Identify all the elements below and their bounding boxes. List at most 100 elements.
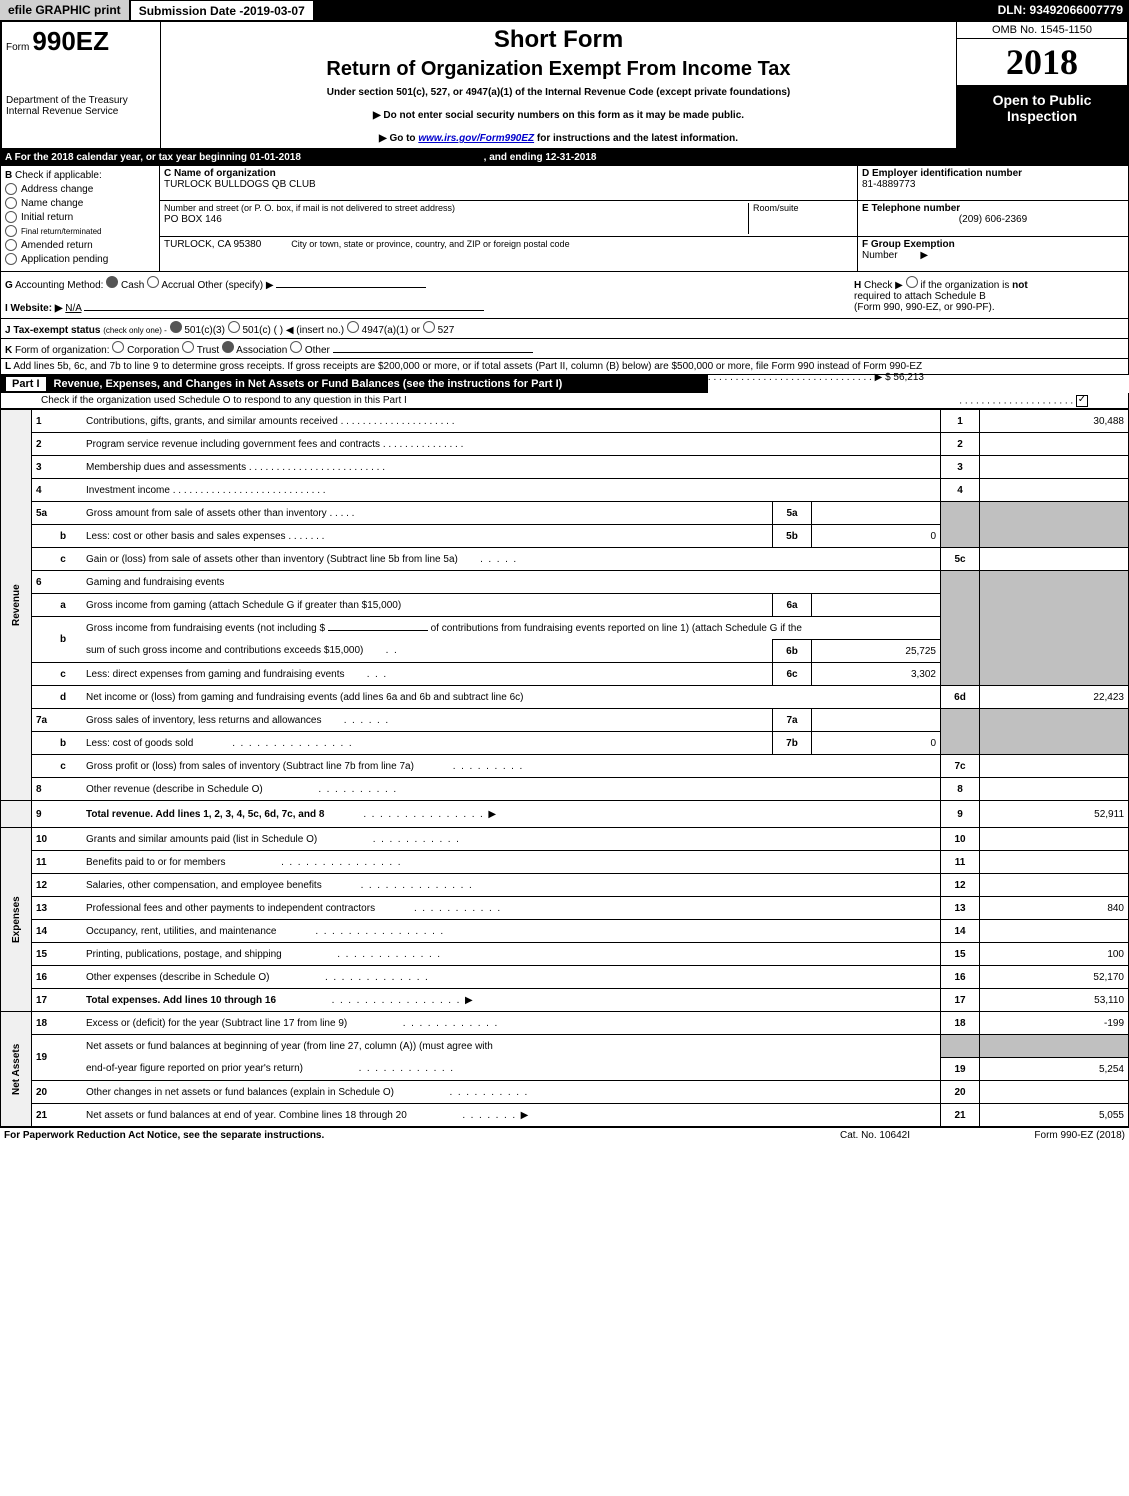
part1-sched-o: Check if the organization used Schedule …: [0, 393, 1129, 409]
l5ab-shaded-val: [980, 502, 1129, 548]
top-bar: efile GRAPHIC print Submission Date - 20…: [0, 0, 1129, 20]
l20-desc: Other changes in net assets or fund bala…: [82, 1081, 941, 1104]
l21-num: 21: [32, 1104, 83, 1127]
submission-date-label: Submission Date -: [139, 4, 244, 18]
checkbox-app-pending[interactable]: [5, 253, 17, 265]
dept-label: Department of the Treasury: [6, 95, 156, 106]
c-label: C Name of organization: [164, 168, 853, 179]
spacer: [314, 0, 992, 20]
l6d-val: 22,423: [980, 686, 1129, 709]
city-cell: TURLOCK, CA 95380 City or town, state or…: [160, 237, 857, 271]
final-return-label: Final return/terminated: [21, 227, 101, 236]
l6d-num: d: [32, 686, 83, 709]
l-label: L: [5, 361, 11, 372]
table-row: 5a Gross amount from sale of assets othe…: [1, 502, 1129, 525]
checkbox-accrual[interactable]: [147, 276, 159, 288]
l9-val: 52,911: [980, 801, 1129, 828]
checkbox-sched-o[interactable]: [1076, 395, 1088, 407]
part1-table: Revenue 1 Contributions, gifts, grants, …: [0, 409, 1129, 1127]
l5c-col: 5c: [941, 548, 980, 571]
l7b-minival: 0: [812, 732, 941, 755]
l2-val: [980, 433, 1129, 456]
ein-value: 81-4889773: [862, 179, 915, 190]
section-c: C Name of organization TURLOCK BULLDOGS …: [160, 166, 857, 271]
l7a-mini: 7a: [773, 709, 812, 732]
l4-desc: Investment income . . . . . . . . . . . …: [82, 479, 941, 502]
checkbox-501c[interactable]: [228, 321, 240, 333]
table-row: 13 Professional fees and other payments …: [1, 897, 1129, 920]
l9-desc: Total revenue. Add lines 1, 2, 3, 4, 5c,…: [82, 801, 941, 828]
k-other: Other: [305, 345, 330, 356]
l21-col: 21: [941, 1104, 980, 1127]
l11-desc: Benefits paid to or for members . . . . …: [82, 851, 941, 874]
checkbox-527[interactable]: [423, 321, 435, 333]
l5b-minival: 0: [812, 525, 941, 548]
l8-desc: Other revenue (describe in Schedule O) .…: [82, 778, 941, 801]
section-j: J Tax-exempt status (check only one) - 5…: [0, 319, 1129, 339]
g-text: Accounting Method:: [15, 280, 103, 291]
table-row: 8 Other revenue (describe in Schedule O)…: [1, 778, 1129, 801]
section-k: K Form of organization: Corporation Trus…: [0, 339, 1129, 359]
checkbox-corp[interactable]: [112, 341, 124, 353]
inst2-post: for instructions and the latest informat…: [537, 133, 738, 144]
checkbox-final-return[interactable]: [5, 225, 17, 237]
l5c-desc: Gain or (loss) from sale of assets other…: [82, 548, 941, 571]
l19-desc2: end-of-year figure reported on prior yea…: [82, 1058, 941, 1081]
l5ab-shaded: [941, 502, 980, 548]
l6-shaded-val: [980, 571, 1129, 686]
submission-date: Submission Date - 2019-03-07: [130, 0, 314, 20]
l12-col: 12: [941, 874, 980, 897]
section-h: H Check ▶ if the organization is not req…: [854, 276, 1124, 314]
k-text: Form of organization:: [15, 345, 110, 356]
section-f: F Group Exemption Number ▶: [858, 237, 1128, 271]
table-row: 20 Other changes in net assets or fund b…: [1, 1081, 1129, 1104]
j-sub: (check only one) -: [103, 326, 167, 335]
g-cash: Cash: [121, 280, 144, 291]
l5b-mini: 5b: [773, 525, 812, 548]
e-label: E Telephone number: [862, 203, 960, 214]
form-subtitle: Under section 501(c), 527, or 4947(a)(1)…: [165, 87, 952, 98]
checkbox-cash[interactable]: [106, 276, 118, 288]
j-opt4: 527: [438, 325, 455, 336]
checkbox-amended[interactable]: [5, 239, 17, 251]
h-not: not: [1012, 280, 1028, 291]
efile-print-button[interactable]: efile GRAPHIC print: [0, 0, 130, 20]
l14-num: 14: [32, 920, 83, 943]
checkbox-4947[interactable]: [347, 321, 359, 333]
instruction-1: ▶ Do not enter social security numbers o…: [165, 110, 952, 121]
checkbox-other[interactable]: [290, 341, 302, 353]
i-value: N/A: [65, 303, 81, 314]
table-row: 12 Salaries, other compensation, and emp…: [1, 874, 1129, 897]
l12-val: [980, 874, 1129, 897]
l7a-minival: [812, 709, 941, 732]
inspection-l1: Open to Public: [959, 92, 1125, 108]
header-center: Short Form Return of Organization Exempt…: [161, 22, 956, 148]
initial-return-label: Initial return: [21, 212, 73, 223]
checkbox-address-change[interactable]: [5, 183, 17, 195]
k-trust: Trust: [197, 345, 219, 356]
l14-val: [980, 920, 1129, 943]
addr-change-label: Address change: [21, 184, 93, 195]
l13-desc: Professional fees and other payments to …: [82, 897, 941, 920]
checkbox-trust[interactable]: [182, 341, 194, 353]
checkbox-501c3[interactable]: [170, 321, 182, 333]
l3-val: [980, 456, 1129, 479]
checkbox-assoc[interactable]: [222, 341, 234, 353]
part1-header: Part I Revenue, Expenses, and Changes in…: [0, 375, 708, 393]
meta-row: B Check if applicable: Address change Na…: [0, 166, 1129, 272]
l1-desc: Contributions, gifts, grants, and simila…: [82, 410, 941, 433]
checkbox-initial-return[interactable]: [5, 211, 17, 223]
submission-date-value: 2019-03-07: [243, 4, 304, 18]
j-label: J Tax-exempt status: [5, 325, 100, 336]
irs-link[interactable]: www.irs.gov/Form990EZ: [418, 133, 534, 144]
checkbox-name-change[interactable]: [5, 197, 17, 209]
checkbox-h[interactable]: [906, 276, 918, 288]
l17-col: 17: [941, 989, 980, 1012]
section-b: B Check if applicable: Address change Na…: [1, 166, 160, 271]
l2-num: 2: [32, 433, 83, 456]
l10-desc: Grants and similar amounts paid (list in…: [82, 828, 941, 851]
open-to-public: Open to Public Inspection: [957, 86, 1127, 148]
table-row: Revenue 1 Contributions, gifts, grants, …: [1, 410, 1129, 433]
l7c-num: c: [32, 755, 83, 778]
l18-col: 18: [941, 1012, 980, 1035]
